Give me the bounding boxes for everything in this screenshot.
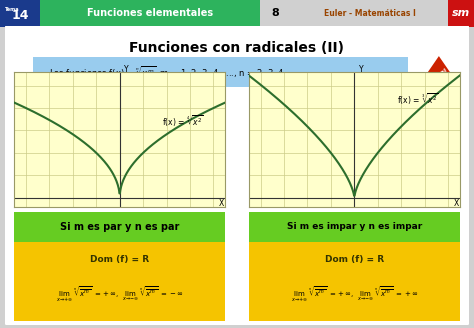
Text: Final: Final [430,68,447,80]
Text: Funciones elementales: Funciones elementales [87,9,213,18]
FancyBboxPatch shape [40,0,260,27]
Text: Dom (f) = R: Dom (f) = R [90,256,149,264]
FancyBboxPatch shape [249,242,460,321]
Text: Las funciones f(x) = $\sqrt[n]{x^m}$, m = 1, 2, 3, 4, ...., n = 2, 3, 4, ....: Las funciones f(x) = $\sqrt[n]{x^m}$, m … [49,64,300,80]
FancyBboxPatch shape [448,0,474,27]
Text: sm: sm [452,9,470,18]
FancyBboxPatch shape [249,212,460,242]
Text: X: X [454,199,459,208]
FancyBboxPatch shape [14,212,225,242]
Text: f(x) = $\sqrt[4]{x^2}$: f(x) = $\sqrt[4]{x^2}$ [162,113,204,129]
FancyBboxPatch shape [14,242,225,321]
Text: Si m es par y n es par: Si m es par y n es par [60,222,179,232]
Text: Dom (f) = R: Dom (f) = R [325,256,384,264]
FancyBboxPatch shape [33,57,408,87]
Text: $\lim_{x\to+\infty}$ $\sqrt[n]{\overline{x^m}}$ $= +\infty$,  $\lim_{x\to-\infty: $\lim_{x\to+\infty}$ $\sqrt[n]{\overline… [56,284,183,304]
Text: f(x) = $\sqrt[3]{x^2}$: f(x) = $\sqrt[3]{x^2}$ [396,91,438,107]
Text: X: X [219,199,224,208]
Text: Funciones con radicales (II): Funciones con radicales (II) [129,41,345,55]
Polygon shape [427,56,451,92]
Text: $\lim_{x\to+\infty}$ $\sqrt[n]{\overline{x^m}}$ $= +\infty$,  $\lim_{x\to-\infty: $\lim_{x\to+\infty}$ $\sqrt[n]{\overline… [291,284,418,304]
Text: Y: Y [358,65,363,74]
Text: Tema: Tema [5,7,19,12]
Text: Euler - Matemáticas I: Euler - Matemáticas I [324,9,416,18]
Text: Y: Y [124,65,128,74]
Text: 14: 14 [11,10,29,22]
Text: 8: 8 [271,9,279,18]
FancyBboxPatch shape [0,0,40,27]
Text: Si m es impar y n es impar: Si m es impar y n es impar [287,222,422,232]
FancyBboxPatch shape [4,25,470,326]
